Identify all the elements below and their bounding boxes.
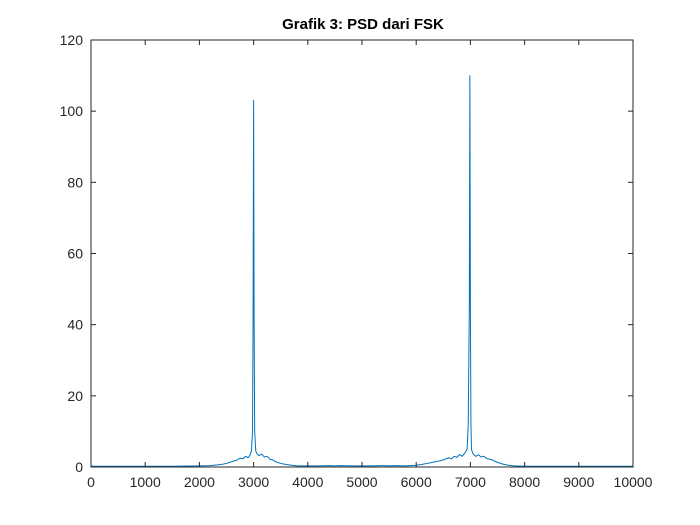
y-tick-label: 80 bbox=[67, 174, 83, 190]
x-tick-label: 1000 bbox=[130, 474, 161, 490]
y-tick-label: 40 bbox=[67, 317, 83, 333]
x-tick-label: 7000 bbox=[455, 474, 486, 490]
y-tick-label: 0 bbox=[75, 459, 83, 475]
y-axis: 0 20 40 60 80 100 120 bbox=[60, 32, 633, 475]
y-tick-label: 100 bbox=[60, 103, 84, 119]
x-tick-label: 8000 bbox=[509, 474, 540, 490]
y-tick-label: 20 bbox=[67, 388, 83, 404]
chart-title: Grafik 3: PSD dari FSK bbox=[282, 16, 444, 33]
x-axis: 0 1000 2000 3000 4000 5000 6000 7000 8000 9000 100… bbox=[87, 40, 653, 490]
y-tick-label: 120 bbox=[60, 32, 84, 48]
series-line-0 bbox=[91, 75, 633, 467]
y-tick-label: 60 bbox=[67, 246, 83, 262]
x-tick-label: 4000 bbox=[292, 474, 323, 490]
x-tick-label: 9000 bbox=[563, 474, 594, 490]
x-tick-label: 2000 bbox=[184, 474, 215, 490]
x-tick-label: 3000 bbox=[238, 474, 269, 490]
x-tick-label: 6000 bbox=[401, 474, 432, 490]
x-tick-label: 0 bbox=[87, 474, 95, 490]
x-tick-label: 10000 bbox=[614, 474, 653, 490]
plot-area bbox=[91, 40, 633, 467]
x-tick-label: 5000 bbox=[346, 474, 377, 490]
series-line-group bbox=[91, 75, 633, 467]
